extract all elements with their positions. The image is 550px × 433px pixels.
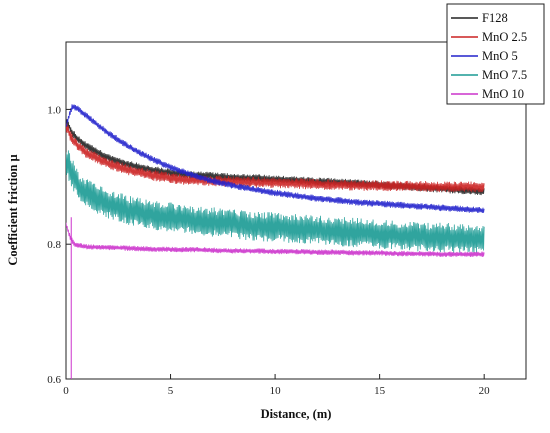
y-tick-label: 1.0 <box>47 104 61 116</box>
x-tick-label: 0 <box>63 385 69 397</box>
x-axis-ticks: 0 5 10 15 20 <box>63 374 490 397</box>
x-tick-label: 15 <box>374 385 386 397</box>
y-axis-title: Coefficient friction μ <box>6 154 20 265</box>
series-line-mno-2-5 <box>66 124 484 193</box>
series-layer <box>66 104 484 379</box>
legend-label-mno-7-5: MnO 7.5 <box>482 68 527 82</box>
y-tick-label: 0.8 <box>47 239 61 251</box>
legend-label-mno-10: MnO 10 <box>482 87 524 101</box>
legend-label-mno-2-5: MnO 2.5 <box>482 30 527 44</box>
y-tick-label: 0.6 <box>47 374 61 386</box>
x-tick-label: 10 <box>270 385 282 397</box>
y-axis-ticks: 0.6 0.8 1.0 <box>47 104 71 386</box>
legend-label-mno-5: MnO 5 <box>482 49 518 63</box>
x-tick-label: 5 <box>168 385 174 397</box>
x-axis-title: Distance, (m) <box>261 407 332 421</box>
series-line-mno-5 <box>66 104 484 213</box>
legend: F128 MnO 2.5 MnO 5 MnO 7.5 MnO 10 <box>447 4 544 104</box>
x-tick-label: 20 <box>479 385 491 397</box>
legend-label-f128: F128 <box>482 11 508 25</box>
